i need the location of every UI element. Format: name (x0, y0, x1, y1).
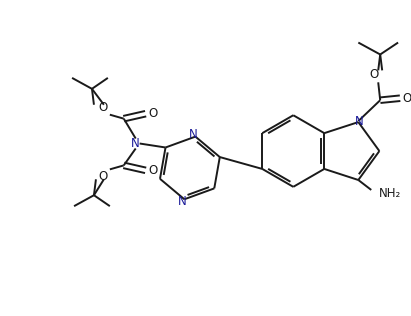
Text: N: N (189, 128, 198, 141)
Text: O: O (98, 170, 108, 183)
Text: O: O (369, 68, 379, 81)
Text: NH₂: NH₂ (379, 187, 402, 200)
Text: O: O (148, 107, 157, 120)
Text: N: N (178, 195, 187, 208)
Text: N: N (355, 115, 364, 128)
Text: O: O (98, 101, 108, 114)
Text: O: O (148, 164, 157, 177)
Text: O: O (402, 92, 411, 105)
Text: N: N (132, 137, 140, 150)
